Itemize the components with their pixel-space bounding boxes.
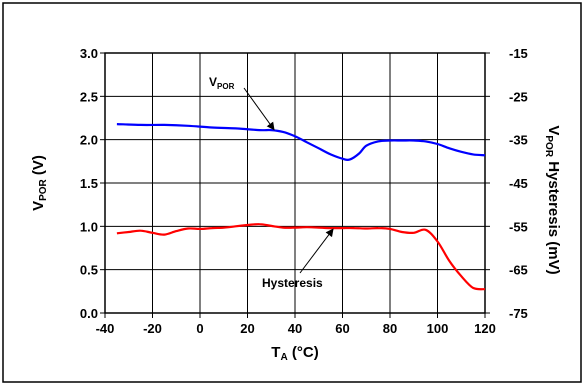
x-axis-label: TA (°C) [271,344,318,363]
x-tick-label: 60 [335,321,349,336]
x-tick-label: -20 [143,321,162,336]
x-tick-label: 80 [383,321,397,336]
y-tick-label-left: 1.0 [80,219,98,234]
y-tick-label-left: 1.5 [80,176,98,191]
y-tick-label-right: -15 [509,46,528,61]
x-tick-label: 120 [474,321,496,336]
x-tick-label: 0 [196,321,203,336]
annotation-arrow-hysteresis [299,228,334,274]
annotations [243,87,334,274]
tick-labels: -40 -20 0 20 40 60 80 100 120 0.0 0.5 1.0 1.5 2.0 2.5 3… [80,46,528,336]
y-tick-label-left: 0.5 [80,263,98,278]
y-tick-label-left: 2.0 [80,133,98,148]
series-line-vpor [116,123,486,162]
annotation-hysteresis-label: Hysteresis [262,276,323,290]
y-axis-label-left: VPOR (V) [30,155,49,211]
y-tick-label-left: 2.5 [80,89,98,104]
y-tick-label-left: 3.0 [80,46,98,61]
y-axis-label-right: VPOR Hysteresis (mV) [543,125,562,274]
y-tick-label-right: -35 [509,133,528,148]
series-lines [116,123,486,291]
x-tick-label: 100 [427,321,449,336]
gridlines [105,53,485,313]
x-tick-label: 20 [240,321,254,336]
y-tick-label-right: -45 [509,176,528,191]
series-line-hysteresis [116,223,486,291]
annotation-arrow-vpor [243,87,275,131]
y-tick-label-right: -55 [509,219,528,234]
y-tick-label-right: -25 [509,89,528,104]
y-tick-label-right: -65 [509,263,528,278]
y-tick-label-right: -75 [509,306,528,321]
annotation-vpor-label: VPOR [209,75,235,91]
x-tick-label: -40 [96,321,115,336]
tick-marks [100,52,490,318]
x-tick-label: 40 [288,321,302,336]
y-tick-label-left: 0.0 [80,306,98,321]
